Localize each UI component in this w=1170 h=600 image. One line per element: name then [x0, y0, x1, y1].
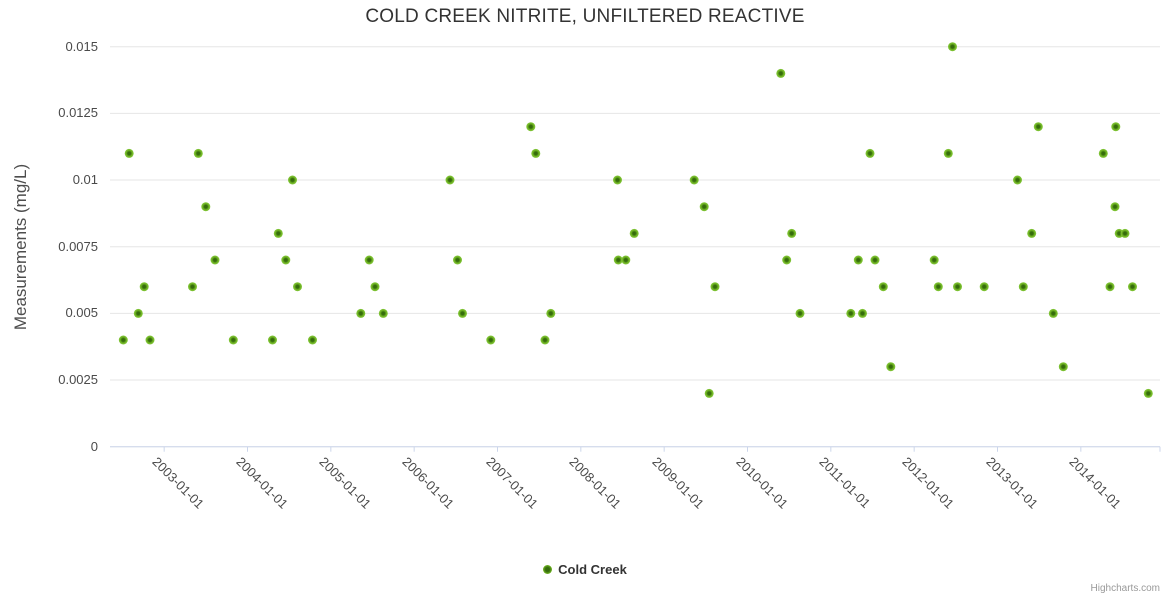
- highcharts-credits-link[interactable]: Highcharts.com: [1090, 583, 1160, 594]
- data-point[interactable]: [943, 148, 953, 158]
- data-point[interactable]: [288, 175, 297, 185]
- data-point[interactable]: [453, 255, 462, 265]
- data-point[interactable]: [1048, 308, 1058, 318]
- data-point[interactable]: [613, 255, 623, 265]
- data-point[interactable]: [201, 202, 211, 212]
- y-tick-label: 0: [90, 438, 98, 454]
- data-point[interactable]: [1098, 148, 1108, 158]
- data-point[interactable]: [139, 282, 149, 292]
- data-point[interactable]: [979, 282, 989, 292]
- legend-item-cold-creek[interactable]: Cold Creek: [0, 562, 1170, 577]
- legend-marker-icon: [543, 565, 553, 574]
- y-tick-label: 0.005: [65, 305, 98, 321]
- data-point[interactable]: [699, 202, 709, 212]
- data-point[interactable]: [776, 68, 786, 78]
- data-point[interactable]: [1058, 362, 1068, 372]
- data-point[interactable]: [210, 255, 220, 265]
- data-point[interactable]: [846, 308, 856, 318]
- data-point[interactable]: [865, 148, 875, 158]
- data-point[interactable]: [1013, 175, 1022, 185]
- data-point[interactable]: [445, 175, 455, 185]
- data-point[interactable]: [486, 335, 496, 345]
- data-point[interactable]: [853, 255, 863, 265]
- data-point[interactable]: [689, 175, 699, 185]
- data-point[interactable]: [193, 148, 203, 158]
- data-point[interactable]: [621, 255, 631, 265]
- data-point[interactable]: [629, 228, 639, 238]
- data-point[interactable]: [145, 335, 155, 345]
- y-tick-label: 0.015: [65, 38, 98, 54]
- legend-label: Cold Creek: [558, 562, 627, 577]
- data-point[interactable]: [1033, 122, 1043, 132]
- data-point[interactable]: [458, 308, 467, 318]
- data-point[interactable]: [1120, 228, 1130, 238]
- data-point[interactable]: [273, 228, 283, 238]
- data-point[interactable]: [1105, 282, 1115, 292]
- data-point[interactable]: [948, 42, 957, 52]
- y-tick-label: 0.01: [72, 172, 98, 188]
- data-point[interactable]: [308, 335, 317, 345]
- data-point[interactable]: [356, 308, 366, 318]
- data-point[interactable]: [1110, 202, 1120, 212]
- data-point[interactable]: [370, 282, 380, 292]
- data-point[interactable]: [531, 148, 541, 158]
- data-point[interactable]: [795, 308, 805, 318]
- data-point[interactable]: [613, 175, 622, 185]
- y-tick-label: 0.0125: [58, 105, 98, 121]
- data-point[interactable]: [933, 282, 943, 292]
- y-tick-label: 0.0025: [58, 372, 98, 388]
- data-point[interactable]: [378, 308, 388, 318]
- y-tick-label: 0.0075: [58, 238, 98, 254]
- data-point[interactable]: [870, 255, 880, 265]
- data-point[interactable]: [133, 308, 143, 318]
- data-point[interactable]: [1111, 122, 1121, 132]
- data-point[interactable]: [124, 148, 134, 158]
- data-point[interactable]: [540, 335, 550, 345]
- data-point[interactable]: [704, 388, 714, 398]
- data-point[interactable]: [782, 255, 792, 265]
- data-point[interactable]: [546, 308, 556, 318]
- chart-title: COLD CREEK NITRITE, UNFILTERED REACTIVE: [365, 6, 805, 27]
- data-point[interactable]: [710, 282, 720, 292]
- data-point[interactable]: [1027, 228, 1037, 238]
- data-point[interactable]: [953, 282, 962, 292]
- data-point[interactable]: [1143, 388, 1153, 398]
- data-point[interactable]: [293, 282, 302, 292]
- data-point[interactable]: [188, 282, 197, 292]
- data-point[interactable]: [1128, 282, 1137, 292]
- data-point[interactable]: [118, 335, 128, 345]
- data-point[interactable]: [364, 255, 374, 265]
- data-point[interactable]: [268, 335, 277, 345]
- data-point[interactable]: [1018, 282, 1028, 292]
- data-point[interactable]: [281, 255, 291, 265]
- data-point[interactable]: [526, 122, 536, 132]
- data-point[interactable]: [858, 308, 867, 318]
- data-point[interactable]: [886, 362, 896, 372]
- data-point[interactable]: [929, 255, 939, 265]
- data-point[interactable]: [787, 228, 797, 238]
- data-point[interactable]: [228, 335, 238, 345]
- data-point[interactable]: [878, 282, 888, 292]
